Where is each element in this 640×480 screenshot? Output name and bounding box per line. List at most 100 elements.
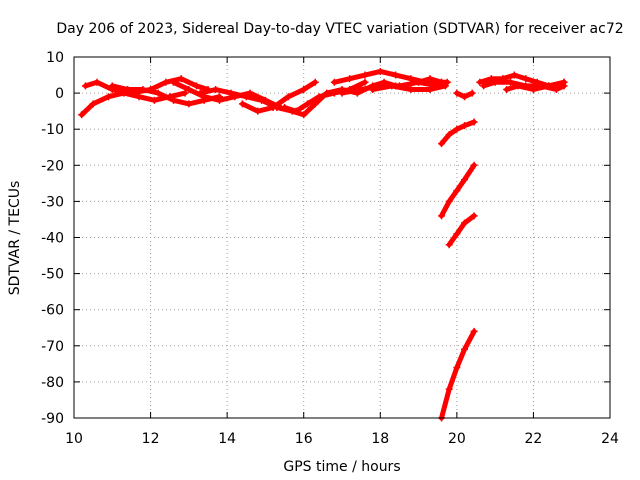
data-point (470, 161, 478, 169)
data-point (170, 78, 178, 86)
data-point (476, 78, 484, 86)
data-point (407, 75, 415, 83)
series-track-6 (238, 78, 319, 115)
data-point (503, 85, 511, 93)
data-point (193, 82, 201, 90)
data-point (468, 89, 476, 97)
data-point (338, 89, 346, 97)
series-track (439, 119, 477, 147)
y-tick-label: -40 (41, 231, 64, 247)
grid-layer (74, 57, 610, 418)
data-point (480, 82, 488, 90)
data-point (258, 96, 266, 104)
data-point (369, 85, 377, 93)
y-axis-label: SDTVAR / TECUs (7, 181, 23, 296)
data-point (529, 85, 537, 93)
data-point (560, 78, 568, 86)
data-point (215, 96, 223, 104)
data-point (426, 75, 434, 83)
data-point (300, 85, 308, 93)
data-point (552, 85, 560, 93)
y-tick-label: -80 (41, 375, 64, 391)
series-track-10 (369, 82, 449, 93)
x-tick-label: 20 (448, 431, 466, 447)
chart-title: Day 206 of 2023, Sidereal Day-to-day VTE… (56, 21, 623, 37)
data-point (407, 85, 415, 93)
y-tick-label: -90 (41, 411, 64, 427)
data-point (227, 89, 235, 97)
data-point (196, 89, 204, 97)
y-tick-label: -50 (41, 267, 64, 283)
data-point (545, 82, 553, 90)
data-point (150, 96, 158, 104)
series-track-11 (415, 75, 451, 86)
y-tick-label: 10 (46, 50, 64, 66)
series-track (439, 328, 477, 421)
data-point (461, 176, 469, 184)
data-point (330, 78, 338, 86)
data-point (376, 67, 384, 75)
data-point (461, 345, 469, 353)
series-track-3 (108, 82, 223, 108)
data-point (357, 85, 365, 93)
data-point (445, 385, 453, 393)
data-point (510, 71, 518, 79)
data-point (470, 118, 478, 126)
series-track (282, 79, 368, 114)
data-point (438, 140, 446, 148)
data-point (453, 89, 461, 97)
data-point (330, 89, 338, 97)
x-tick-label: 16 (295, 431, 313, 447)
data-point (93, 78, 101, 86)
data-point (470, 212, 478, 220)
data-point (445, 197, 453, 205)
data-point (81, 82, 89, 90)
data-point (361, 78, 369, 86)
series-track (240, 79, 318, 114)
data-point (104, 93, 112, 101)
y-tick-label: -60 (41, 303, 64, 319)
series-track-14 (438, 161, 478, 220)
data-point (491, 78, 499, 86)
data-point (426, 85, 434, 93)
data-point (461, 219, 469, 227)
y-tick-label: -10 (41, 122, 64, 138)
x-tick-label: 22 (525, 431, 543, 447)
data-point (154, 89, 162, 97)
data-point (392, 71, 400, 79)
data-point (453, 363, 461, 371)
data-point (185, 85, 193, 93)
data-point (139, 85, 147, 93)
data-point (445, 241, 453, 249)
data-point (162, 78, 170, 86)
y-tick-label: -70 (41, 339, 64, 355)
data-layer (78, 67, 568, 422)
data-point (461, 122, 469, 130)
data-point (304, 100, 312, 108)
series-track (446, 213, 477, 248)
data-point (292, 107, 300, 115)
y-tick-label: 0 (55, 86, 64, 102)
data-point (269, 104, 277, 112)
data-point (461, 93, 469, 101)
data-point (453, 125, 461, 133)
data-point (346, 75, 354, 83)
data-point (453, 230, 461, 238)
data-point (522, 75, 530, 83)
data-point (300, 111, 308, 119)
series-track-15 (445, 212, 478, 249)
data-point (514, 82, 522, 90)
data-point (438, 212, 446, 220)
data-point (78, 111, 86, 119)
data-point (311, 78, 319, 86)
data-point (124, 85, 132, 93)
data-point (415, 78, 423, 86)
data-point (453, 187, 461, 195)
data-point (238, 100, 246, 108)
series-track-2 (78, 89, 189, 119)
series-track-13 (438, 118, 478, 148)
data-point (361, 71, 369, 79)
data-point (445, 131, 453, 139)
